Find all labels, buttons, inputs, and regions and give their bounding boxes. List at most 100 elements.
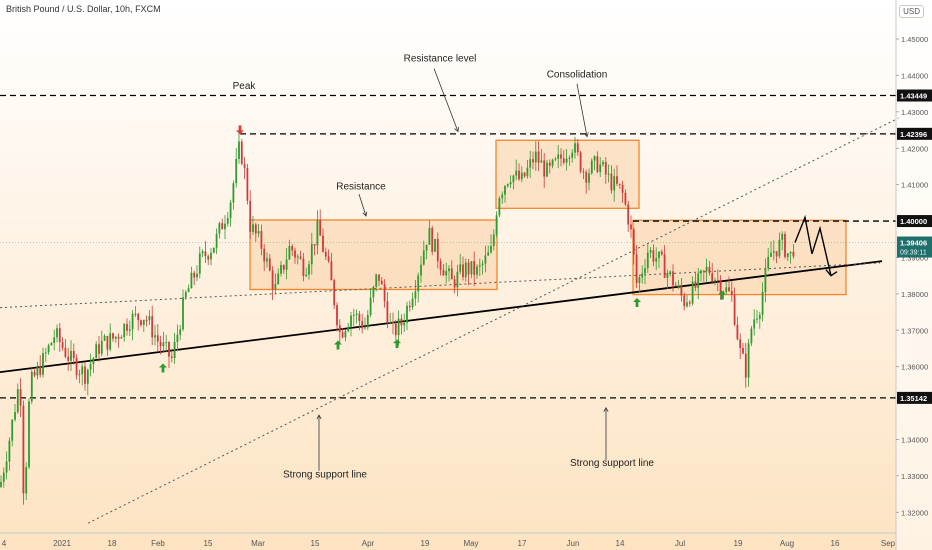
candle-body-57 bbox=[159, 341, 162, 347]
candle-body-251 bbox=[702, 270, 705, 272]
candle-body-118 bbox=[330, 261, 333, 281]
candle-body-11 bbox=[30, 371, 33, 402]
candle-body-250 bbox=[700, 270, 702, 274]
pointer-arrowhead-1 bbox=[454, 126, 460, 133]
currency-button[interactable]: USD bbox=[899, 5, 924, 18]
candle-body-86 bbox=[240, 141, 243, 164]
candle-body-153 bbox=[428, 227, 431, 245]
price-axis[interactable]: 1.45000 1.44000 1.43000 1.42000 1.41000 1.390… bbox=[895, 0, 932, 550]
candle-body-130 bbox=[364, 327, 366, 329]
candle-body-232 bbox=[649, 250, 652, 253]
candle-body-154 bbox=[431, 227, 434, 252]
candle-body-279 bbox=[781, 233, 784, 240]
candle-body-245 bbox=[686, 302, 688, 307]
signal-arrow-down-1 bbox=[236, 125, 244, 135]
candle-body-192 bbox=[537, 151, 540, 163]
candle-body-68 bbox=[190, 272, 193, 289]
level-layer bbox=[0, 94, 896, 399]
candle-body-178 bbox=[498, 198, 501, 216]
candle-body-213 bbox=[596, 156, 599, 172]
candle-body-0 bbox=[0, 481, 2, 487]
price-tick-label-2: 1.43000 bbox=[901, 108, 928, 117]
candle-body-241 bbox=[674, 285, 677, 287]
candle-body-7 bbox=[19, 389, 22, 406]
candle-body-273 bbox=[764, 268, 767, 292]
candle-body-55 bbox=[154, 335, 156, 338]
level-price-tag-2 bbox=[897, 127, 932, 140]
candle-body-135 bbox=[378, 274, 380, 281]
time-tick-label-16: 16 bbox=[831, 539, 840, 548]
candle-body-38 bbox=[106, 335, 109, 350]
zone-box-2 bbox=[495, 139, 640, 209]
candle-body-157 bbox=[439, 261, 442, 270]
symbol-title[interactable]: British Pound / U.S. Dollar, 10h, FXCM bbox=[6, 4, 161, 14]
candle-body-205 bbox=[574, 143, 576, 153]
candle-body-162 bbox=[453, 279, 456, 288]
projection-layer bbox=[794, 214, 838, 277]
price-tick-label-0: 1.45000 bbox=[901, 35, 928, 44]
trendline-support-dotted-flat bbox=[0, 262, 881, 309]
candle-body-129 bbox=[361, 321, 364, 329]
candle-body-50 bbox=[140, 320, 142, 326]
candle-body-60 bbox=[168, 342, 170, 357]
level-price-tag-4 bbox=[897, 391, 932, 404]
candle-body-165 bbox=[462, 264, 464, 278]
candle-body-113 bbox=[316, 220, 319, 246]
candle-body-149 bbox=[417, 275, 420, 292]
level-price-label-1: 1.43449 bbox=[900, 92, 927, 101]
candle-body-182 bbox=[509, 182, 512, 185]
candle-body-274 bbox=[767, 256, 770, 269]
level-price-tag-3 bbox=[897, 215, 932, 228]
candle-body-264 bbox=[739, 339, 742, 348]
candle-body-109 bbox=[305, 274, 308, 277]
candle-body-187 bbox=[523, 172, 526, 177]
candle-body-262 bbox=[733, 294, 736, 325]
candle-body-45 bbox=[126, 323, 128, 331]
candle-body-215 bbox=[602, 161, 604, 165]
current-price-tag bbox=[897, 236, 932, 258]
candle-body-206 bbox=[576, 143, 579, 153]
candle-body-202 bbox=[565, 158, 568, 163]
candle-body-225 bbox=[630, 224, 632, 230]
signal-arrow-up-4 bbox=[393, 339, 401, 349]
candle-body-98 bbox=[274, 283, 277, 290]
candle-body-248 bbox=[694, 281, 697, 288]
time-axis[interactable]: 4 2021 18 Feb 15 Mar 15 Apr 19 May 17 Jun 14 Jul 19 Aug… bbox=[0, 532, 896, 548]
zone-box-3 bbox=[632, 219, 847, 296]
candle-body-243 bbox=[680, 285, 683, 296]
level-price-label-3: 1.40000 bbox=[900, 217, 927, 226]
candle-body-270 bbox=[756, 318, 758, 320]
trendline-layer bbox=[0, 116, 901, 524]
annotation-label-3: Consolidation bbox=[547, 69, 608, 80]
candle-body-158 bbox=[442, 269, 445, 276]
candle-body-194 bbox=[543, 160, 546, 177]
price-tick-label-9: 1.34000 bbox=[901, 435, 928, 444]
candle-body-23 bbox=[64, 347, 67, 357]
candle-body-247 bbox=[691, 281, 694, 304]
candle-body-138 bbox=[386, 301, 389, 324]
price-tick-label-3: 1.42000 bbox=[901, 144, 928, 153]
pointer-line-3 bbox=[358, 193, 367, 217]
candle-body-170 bbox=[476, 266, 478, 275]
current-price-label: 1.39406 bbox=[900, 239, 927, 248]
candle-body-253 bbox=[708, 266, 711, 274]
candle-body-61 bbox=[170, 356, 173, 359]
candle-body-226 bbox=[632, 229, 635, 255]
candle-body-21 bbox=[58, 328, 61, 343]
candle-body-121 bbox=[338, 325, 341, 333]
annotation-label-6: Strong support line bbox=[570, 458, 654, 469]
candle-body-112 bbox=[313, 244, 316, 246]
candle-body-210 bbox=[588, 173, 590, 183]
price-tick-label-10: 1.33000 bbox=[901, 472, 928, 481]
candle-body-117 bbox=[327, 256, 330, 262]
candle-body-4 bbox=[11, 419, 14, 441]
candle-body-116 bbox=[324, 251, 327, 257]
candle-body-185 bbox=[518, 170, 520, 180]
time-tick-label-11: Jun bbox=[567, 539, 580, 548]
candle-body-115 bbox=[322, 235, 324, 252]
candle-body-267 bbox=[747, 343, 750, 378]
candle-body-54 bbox=[151, 316, 154, 338]
time-tick-label-15: Aug bbox=[780, 539, 794, 548]
candle-body-133 bbox=[372, 286, 375, 298]
